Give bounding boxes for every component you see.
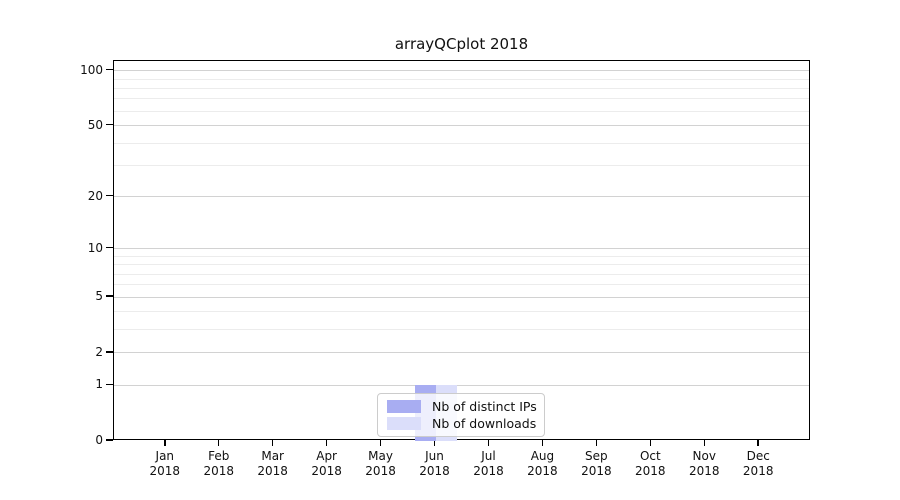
x-tick-month: Feb xyxy=(208,449,230,463)
x-tick-label: Jan 2018 xyxy=(137,449,193,479)
x-tick-month: Oct xyxy=(639,449,661,463)
x-tick-label: Jun 2018 xyxy=(407,449,463,479)
x-tick-year: 2018 xyxy=(149,464,181,478)
gridline-minor xyxy=(114,98,809,100)
y-tick-label: 10 xyxy=(87,240,103,255)
gridline-minor xyxy=(114,284,809,286)
y-tick-mark xyxy=(106,295,113,297)
y-tick-label: 100 xyxy=(80,62,103,77)
x-tick-mark xyxy=(271,440,274,446)
x-tick-year: 2018 xyxy=(365,464,396,478)
legend-label-distinct-ips: Nb of distinct IPs xyxy=(432,398,537,414)
x-tick-label: May 2018 xyxy=(353,449,409,479)
y-tick-mark xyxy=(106,123,113,126)
gridline-minor xyxy=(114,78,809,80)
y-tick-mark xyxy=(106,351,113,353)
y-tick-label: 5 xyxy=(95,289,103,304)
y-tick-mark xyxy=(106,439,113,441)
gridline-minor xyxy=(114,110,809,112)
x-tick-mark xyxy=(541,440,544,446)
y-tick-label: 20 xyxy=(87,188,103,203)
x-tick-year: 2018 xyxy=(203,464,234,478)
y-tick-label: 0 xyxy=(95,433,103,447)
gridline-major xyxy=(114,352,809,354)
gridline-minor xyxy=(114,87,809,89)
x-tick-month: Jul xyxy=(481,449,496,463)
gridline-major xyxy=(114,296,809,298)
y-tick-mark xyxy=(106,194,113,197)
x-tick-mark xyxy=(433,440,436,446)
y-tick-mark xyxy=(106,383,113,386)
x-tick-mark xyxy=(217,440,220,446)
gridline-minor xyxy=(114,142,809,144)
legend-swatch-downloads xyxy=(387,417,421,431)
gridline-minor xyxy=(114,329,809,331)
y-tick-mark xyxy=(106,246,113,249)
x-tick-month: Aug xyxy=(530,449,555,463)
gridline-minor xyxy=(114,255,809,257)
x-tick-month: Jun xyxy=(425,449,444,463)
gridline-minor xyxy=(114,264,809,266)
x-tick-mark xyxy=(649,440,652,446)
y-tick-label: 50 xyxy=(87,117,103,132)
x-tick-mark xyxy=(164,440,166,446)
x-tick-year: 2018 xyxy=(419,464,450,478)
legend-swatch-distinct-ips xyxy=(387,399,421,413)
x-tick-mark xyxy=(703,440,705,446)
x-tick-year: 2018 xyxy=(527,464,558,478)
x-tick-month: Nov xyxy=(692,449,716,463)
x-tick-month: Dec xyxy=(746,449,770,463)
y-tick-mark xyxy=(106,68,113,71)
x-tick-label: Feb 2018 xyxy=(191,449,247,479)
x-tick-label: Apr 2018 xyxy=(299,449,355,479)
gridline-major xyxy=(114,125,809,127)
chart-title: arrayQCplot 2018 xyxy=(394,35,529,53)
x-tick-year: 2018 xyxy=(581,464,612,478)
x-tick-mark xyxy=(757,440,759,446)
gridline-major xyxy=(114,384,809,386)
plot-area xyxy=(113,60,810,441)
x-tick-mark xyxy=(379,440,382,446)
x-tick-month: Mar xyxy=(261,449,284,463)
x-tick-year: 2018 xyxy=(742,464,774,478)
gridline-major xyxy=(114,70,809,72)
y-tick-label: 1 xyxy=(95,377,103,392)
x-tick-year: 2018 xyxy=(311,464,342,478)
legend-row-distinct-ips: Nb of distinct IPs xyxy=(387,398,537,414)
x-tick-year: 2018 xyxy=(257,464,288,478)
x-tick-year: 2018 xyxy=(635,464,666,478)
legend: Nb of distinct IPs Nb of downloads xyxy=(377,393,545,437)
x-tick-mark xyxy=(487,440,490,446)
x-tick-label: Oct 2018 xyxy=(622,449,678,479)
x-tick-label: Mar 2018 xyxy=(245,449,301,479)
x-tick-year: 2018 xyxy=(688,464,720,478)
x-tick-label: Sep 2018 xyxy=(568,449,624,479)
x-tick-label: Dec 2018 xyxy=(730,449,786,479)
x-tick-month: Apr xyxy=(316,449,337,463)
x-tick-mark xyxy=(595,440,598,446)
gridline-minor xyxy=(114,311,809,313)
x-tick-month: Sep xyxy=(585,449,608,463)
gridline-minor xyxy=(114,273,809,275)
gridline-major xyxy=(114,196,809,198)
y-tick-label: 2 xyxy=(95,344,103,359)
legend-label-downloads: Nb of downloads xyxy=(432,416,537,432)
x-tick-label: Jul 2018 xyxy=(460,449,516,479)
legend-row-downloads: Nb of downloads xyxy=(387,416,537,432)
x-tick-label: Nov 2018 xyxy=(676,449,732,479)
x-tick-year: 2018 xyxy=(473,464,504,478)
x-tick-month: May xyxy=(368,449,393,463)
x-tick-mark xyxy=(325,440,328,446)
gridline-major xyxy=(114,248,809,250)
x-tick-label: Aug 2018 xyxy=(514,449,570,479)
x-tick-month: Jan xyxy=(155,449,175,463)
gridline-minor xyxy=(114,164,809,166)
